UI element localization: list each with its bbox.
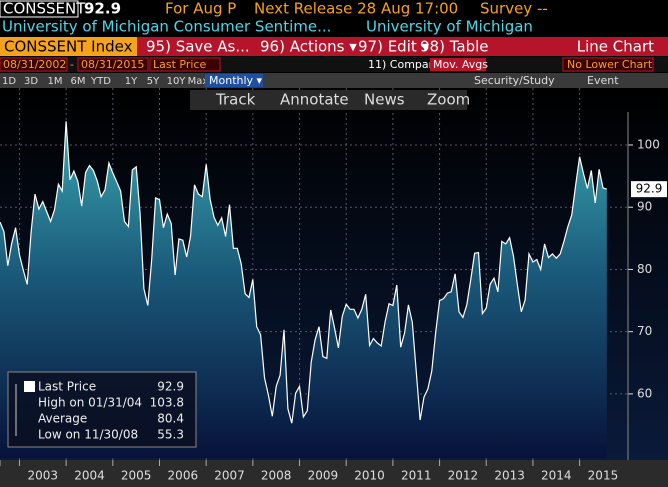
toolbar-button[interactable]: 96) Actions ▾ — [260, 38, 357, 56]
end-date: 08/31/2015 — [81, 58, 144, 71]
source: University of Michigan — [366, 18, 533, 36]
compare[interactable]: 11) Compare — [368, 58, 440, 71]
toolbar-button[interactable]: 95) Save As... — [146, 38, 250, 56]
x-tick-label: 2013 — [494, 469, 525, 483]
x-tick-label: 2007 — [214, 469, 245, 483]
chart-tool[interactable]: Annotate — [280, 91, 349, 109]
ticker: CONSSENT — [3, 0, 86, 18]
y-tick-label: 90 — [637, 200, 652, 214]
end-date-field[interactable] — [77, 57, 149, 72]
x-tick-label: 2015 — [588, 469, 619, 483]
toolbar-button[interactable]: 97) Edit ▾ — [358, 38, 430, 56]
frequency-button[interactable] — [205, 74, 263, 87]
survey: Survey -- — [480, 0, 548, 18]
y-tick-label: 70 — [637, 324, 652, 338]
legend-swatch — [24, 381, 35, 392]
price: 92.9 — [84, 0, 121, 18]
period-button[interactable]: 5Y — [147, 76, 160, 87]
last-price-label: 92.9 — [636, 182, 663, 196]
x-tick-label: 2011 — [401, 469, 432, 483]
legend-label: High on 01/31/04 — [38, 396, 142, 410]
field: Last Price — [153, 58, 206, 71]
x-tick-label: 2005 — [121, 469, 152, 483]
start-date-field[interactable] — [0, 57, 68, 72]
legend — [7, 371, 197, 448]
chart-tool[interactable]: Track — [215, 91, 256, 109]
y-tick-label: 80 — [637, 262, 652, 276]
lower-chart: No Lower Chart — [567, 58, 653, 71]
last-price-marker — [631, 181, 667, 198]
view-type: Line Chart — [577, 38, 654, 56]
period-button[interactable]: YTD — [90, 76, 111, 87]
x-tick-label: 2012 — [448, 469, 479, 483]
y-tick-label: 60 — [637, 386, 652, 400]
x-tick-label: 2009 — [308, 469, 339, 483]
x-tick-label: 2010 — [354, 469, 385, 483]
start-date: 08/31/2002 — [3, 58, 66, 71]
line — [0, 121, 607, 424]
toolbar-bar — [137, 37, 668, 56]
x-axis-bar — [0, 460, 668, 487]
y-tick-label: 100 — [637, 137, 660, 151]
security-name: University of Michigan Consumer Sentime.… — [2, 18, 331, 36]
studies: Mov. Avgs — [433, 58, 488, 71]
legend-value: 55.3 — [157, 428, 184, 442]
x-tick-label: 2003 — [28, 469, 59, 483]
chart-tools-bar — [190, 90, 467, 110]
chart-tool[interactable]: News — [364, 91, 405, 109]
legend-label: Low on 11/30/08 — [38, 428, 138, 442]
legend-value: 80.4 — [157, 412, 184, 426]
period-button[interactable]: 6M — [71, 76, 86, 87]
legend-label: Average — [38, 412, 87, 426]
event-menu[interactable]: Event — [587, 74, 619, 87]
field-select[interactable] — [149, 57, 221, 72]
legend-label: Last Price — [38, 380, 96, 394]
x-tick-label: 2004 — [74, 469, 105, 483]
x-tick-label: 2014 — [541, 469, 572, 483]
period-button[interactable]: 1Y — [125, 76, 138, 87]
period-bar — [0, 73, 668, 88]
next-release: Next Release 28 Aug 17:00 — [254, 0, 458, 18]
x-tick-label: 2006 — [168, 469, 199, 483]
security-field[interactable] — [0, 37, 137, 56]
legend-value: 92.9 — [157, 380, 184, 394]
period: For Aug P — [165, 0, 236, 18]
legend-value: 103.8 — [150, 396, 184, 410]
date-separator: - — [70, 58, 74, 71]
x-tick-label: 2008 — [261, 469, 292, 483]
ticker-box — [0, 0, 79, 18]
lower-chart-field[interactable] — [562, 57, 654, 72]
period-button[interactable]: 10Y — [167, 76, 187, 87]
frequency: Monthly ▾ — [209, 74, 263, 87]
toolbar-button[interactable]: 98) Table — [420, 38, 489, 56]
study-menu[interactable]: Security/Study — [474, 74, 555, 87]
chart-tool[interactable]: Zoom — [427, 91, 470, 109]
period-button[interactable]: 1M — [48, 76, 63, 87]
period-button[interactable]: Max — [188, 76, 209, 87]
studies-button[interactable] — [430, 58, 486, 71]
period-button[interactable]: 3D — [24, 76, 38, 87]
security-input: CONSSENT Index — [4, 38, 133, 56]
period-button[interactable]: 1D — [2, 76, 16, 87]
